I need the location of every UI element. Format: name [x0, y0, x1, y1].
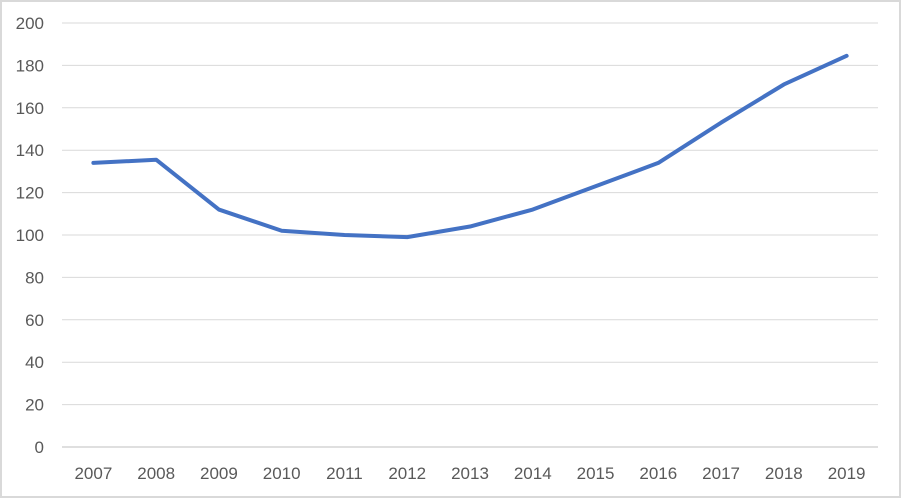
x-axis-tick-label: 2018 — [765, 464, 803, 483]
x-axis-tick-label: 2012 — [388, 464, 426, 483]
x-axis-tick-label: 2014 — [514, 464, 552, 483]
data-series-line — [91, 53, 849, 240]
x-axis-tick-label: 2007 — [74, 464, 112, 483]
x-axis-tick-label: 2017 — [702, 464, 740, 483]
y-axis-tick-label: 0 — [35, 438, 44, 457]
y-axis-tick-label: 60 — [25, 311, 44, 330]
y-axis-tick-label: 180 — [16, 56, 44, 75]
x-axis-tick-label: 2011 — [326, 464, 363, 483]
y-axis-tick-label: 200 — [16, 14, 44, 33]
x-axis-tick-label: 2013 — [451, 464, 489, 483]
y-axis-tick-label: 160 — [16, 99, 44, 118]
y-axis-tick-label: 140 — [16, 141, 44, 160]
y-axis-tick-label: 20 — [25, 396, 44, 415]
x-axis-tick-label: 2008 — [137, 464, 175, 483]
x-axis-tick-label: 2016 — [639, 464, 677, 483]
x-axis-tick-label: 2019 — [828, 464, 866, 483]
y-axis-tick-label: 80 — [25, 268, 44, 287]
y-axis-tick-label: 120 — [16, 184, 44, 203]
x-axis-tick-label: 2009 — [200, 464, 238, 483]
x-axis-tick-label: 2010 — [263, 464, 301, 483]
y-axis-tick-label: 40 — [25, 353, 44, 372]
x-axis-tick-label: 2015 — [577, 464, 615, 483]
y-axis-tick-label: 100 — [16, 226, 44, 245]
